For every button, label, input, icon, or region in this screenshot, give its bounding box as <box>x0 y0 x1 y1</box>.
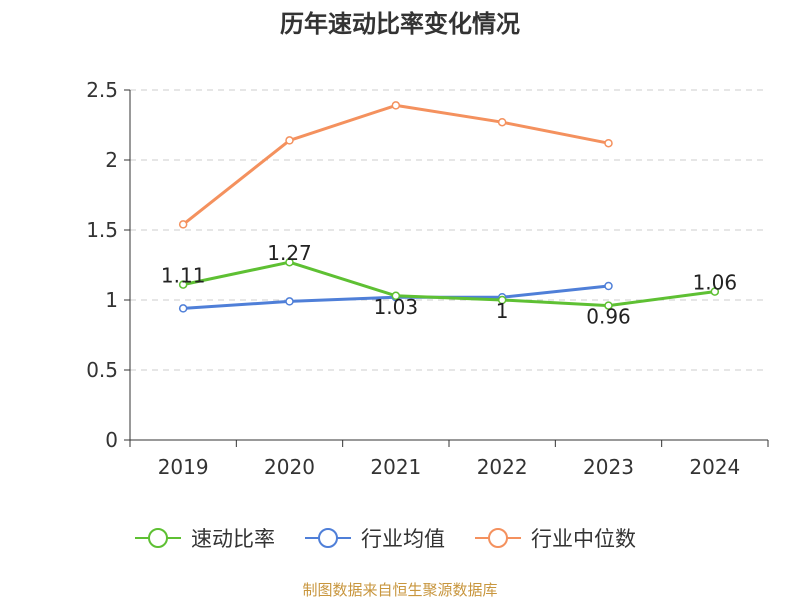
data-point[interactable] <box>178 280 188 289</box>
data-point[interactable] <box>285 257 294 267</box>
x-tick-label: 2021 <box>370 455 421 479</box>
grid-lines <box>130 89 768 371</box>
data-point[interactable] <box>178 304 188 313</box>
data-label: 1 <box>496 299 509 323</box>
legend-marker <box>148 528 168 548</box>
y-tick-label: 2 <box>105 148 118 172</box>
legend-label: 速动比率 <box>191 527 275 551</box>
data-label: 0.96 <box>586 305 631 329</box>
legend[interactable]: 速动比率 行业均值 行业中位数 <box>135 527 636 551</box>
legend-marker <box>488 528 508 548</box>
x-tick-label: 2019 <box>158 455 209 479</box>
y-tick-label: 1.5 <box>86 218 118 242</box>
y-tick-label: 2.5 <box>86 78 118 102</box>
x-tick-label: 2024 <box>689 455 740 479</box>
data-point[interactable] <box>285 297 294 306</box>
data-point[interactable] <box>391 291 401 301</box>
x-tick-label: 2023 <box>583 455 634 479</box>
legend-marker <box>318 528 338 548</box>
x-tick-label: 2020 <box>264 455 315 479</box>
series-lines <box>178 101 720 313</box>
source-note: 制图数据来自恒生聚源数据库 <box>302 581 498 599</box>
y-tick-label: 0 <box>105 428 118 452</box>
data-label: 1.11 <box>161 264 206 288</box>
axes: 0 0.5 1 1.5 2 2.5 2019 2020 2021 2022 2023 2024 <box>86 78 769 479</box>
data-point[interactable] <box>710 287 720 296</box>
x-tick-label: 2022 <box>477 455 528 479</box>
chart-title: 历年速动比率变化情况 <box>280 10 520 38</box>
legend-label: 行业均值 <box>361 527 445 551</box>
data-label: 1.06 <box>693 271 738 295</box>
data-label: 1.27 <box>267 241 312 265</box>
data-label: 1.03 <box>374 295 419 319</box>
data-point[interactable] <box>604 281 613 291</box>
data-point[interactable] <box>497 295 507 305</box>
data-point[interactable] <box>285 136 294 145</box>
y-tick-label: 1 <box>105 288 118 312</box>
data-point[interactable] <box>604 138 613 148</box>
legend-item[interactable]: 行业中位数 <box>475 527 636 551</box>
data-point[interactable] <box>497 117 507 127</box>
legend-item[interactable]: 行业均值 <box>305 527 445 551</box>
legend-label: 行业中位数 <box>531 527 636 551</box>
data-point[interactable] <box>391 101 401 110</box>
series-line <box>182 103 609 226</box>
series-line <box>182 260 716 308</box>
legend-item[interactable]: 速动比率 <box>135 527 275 551</box>
data-point[interactable] <box>178 220 188 229</box>
data-labels: 1.11 1.27 1.03 1 0.96 1.06 <box>161 241 737 328</box>
y-tick-label: 0.5 <box>86 358 118 382</box>
data-point[interactable] <box>604 301 613 310</box>
